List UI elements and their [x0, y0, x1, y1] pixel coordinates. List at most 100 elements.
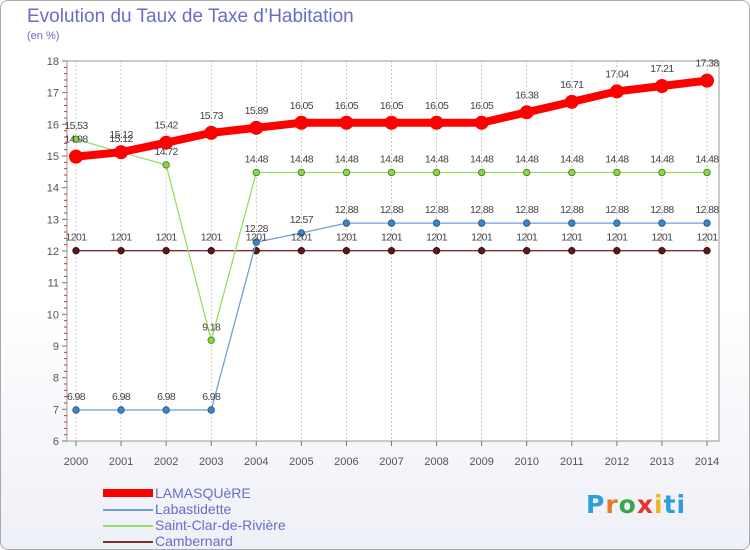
data-label: 15.89: [245, 105, 269, 117]
data-point: [432, 219, 441, 227]
legend-swatch-lamasquere: [103, 489, 153, 497]
y-tick-label: 16: [47, 119, 59, 131]
x-tick-label: 2002: [154, 456, 178, 468]
data-point: [72, 246, 80, 255]
data-label: 14.98: [64, 134, 88, 146]
chart-title: Evolution du Taux de Taxe d’Habitation: [27, 6, 354, 27]
data-label: 12.88: [380, 204, 404, 216]
data-point: [474, 115, 489, 130]
data-label: 12.88: [650, 204, 674, 216]
data-point: [72, 135, 80, 143]
series-layer: [69, 73, 714, 414]
data-point: [654, 79, 669, 94]
data-label: 17.21: [650, 63, 674, 75]
data-point: [249, 120, 264, 135]
data-label: 16.05: [425, 100, 449, 112]
data-point: [162, 406, 170, 414]
data-label: 12.88: [425, 204, 449, 216]
data-point: [294, 115, 309, 130]
data-point: [342, 168, 351, 177]
data-label: 12.28: [245, 223, 269, 235]
data-label: 9.18: [202, 321, 221, 333]
data-point: [162, 161, 170, 169]
axes: 2000 2001 2002 2003 2004 2005 2006 2007 2008 2009…: [47, 56, 719, 468]
legend-item-lamasquere: LAMASQUèRE: [103, 485, 363, 503]
y-tick-label: 9: [53, 341, 59, 353]
data-label: 1201: [606, 232, 628, 244]
proxiti-logo: Proxiti: [586, 490, 687, 519]
data-label: 15.42: [155, 120, 179, 132]
data-point: [523, 246, 531, 255]
data-point: [297, 229, 306, 237]
data-label: 12.57: [290, 214, 314, 226]
data-label: 14.48: [380, 153, 404, 165]
data-label: 1201: [156, 232, 178, 244]
data-label: 14.48: [650, 153, 674, 165]
data-point: [429, 115, 444, 130]
data-label: 17.38: [695, 58, 719, 70]
data-label: 6.98: [112, 391, 131, 403]
data-label: 12.88: [470, 204, 494, 216]
data-label: 16.71: [560, 79, 584, 91]
y-tick-label: 7: [53, 404, 59, 416]
x-tick-label: 2006: [334, 456, 358, 468]
x-tick-label: 2005: [289, 456, 313, 468]
data-point: [477, 219, 486, 227]
data-point: [432, 168, 441, 177]
data-point: [658, 168, 666, 177]
data-label: 15.12: [109, 129, 133, 141]
data-label: 1201: [561, 232, 583, 244]
data-label: 1201: [426, 232, 448, 244]
data-label: 14.48: [245, 153, 269, 165]
data-point: [384, 115, 399, 130]
x-tick-label: 2011: [560, 456, 584, 468]
data-label: 16.05: [380, 100, 404, 112]
data-label: 6.98: [157, 391, 176, 403]
x-tick-label: 2004: [244, 456, 268, 468]
data-label: 1201: [111, 232, 133, 244]
data-label: 14.48: [425, 153, 449, 165]
data-point: [658, 219, 666, 227]
data-point: [477, 168, 486, 177]
data-point: [117, 246, 125, 255]
x-tick-label: 2010: [514, 456, 538, 468]
data-point: [703, 168, 711, 177]
legend-label-cambernard: Cambernard: [155, 533, 233, 549]
data-point: [72, 406, 80, 414]
data-label: 14.48: [695, 153, 719, 165]
data-point: [613, 246, 621, 255]
data-label: 15.73: [200, 110, 224, 122]
data-point: [207, 246, 215, 255]
data-point: [387, 246, 396, 255]
data-labels: 1201 1201 1201 1201 1201 1201 1201 1201 1201 1201…: [64, 58, 720, 403]
y-tick-label: 18: [47, 56, 59, 68]
data-label: 12.88: [560, 204, 584, 216]
data-point: [114, 145, 129, 160]
data-label: 1201: [201, 232, 223, 244]
data-label: 15.53: [64, 120, 88, 132]
data-point: [207, 406, 215, 414]
data-point: [658, 246, 666, 255]
x-tick-label: 2013: [650, 456, 674, 468]
data-point: [477, 246, 486, 255]
x-tick-label: 2014: [695, 456, 719, 468]
data-label: 14.48: [560, 153, 584, 165]
y-tick-label: 6: [53, 436, 59, 448]
y-tick-label: 14: [47, 183, 59, 195]
data-label: 14.48: [605, 153, 629, 165]
data-label: 1201: [246, 232, 268, 244]
data-point: [387, 219, 396, 227]
legend-swatch-labastidette: [103, 509, 153, 511]
data-point: [252, 168, 260, 177]
y-tick-label: 10: [47, 309, 59, 321]
y-tick-label: 12: [47, 246, 59, 258]
data-label: 17.04: [605, 68, 629, 80]
data-point: [703, 219, 711, 227]
data-point: [69, 149, 83, 164]
data-label: 1201: [336, 232, 358, 244]
x-tick-label: 2008: [424, 456, 448, 468]
x-tick-label: 2012: [605, 456, 629, 468]
x-tick-label: 2003: [199, 456, 223, 468]
